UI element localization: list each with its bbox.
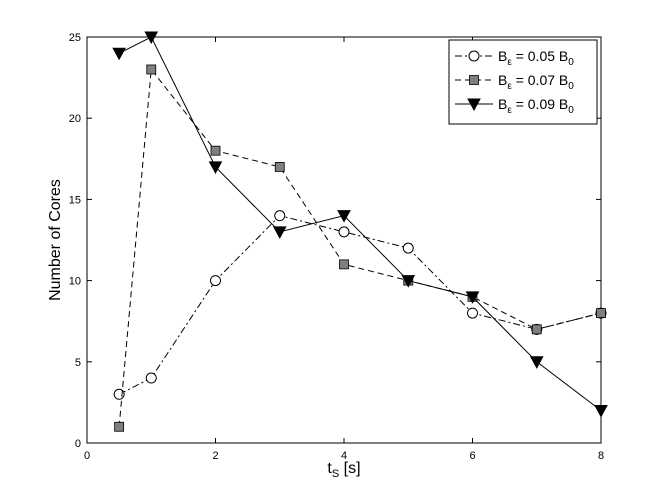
- legend-label-part: 0: [568, 105, 574, 116]
- series-1-point: [402, 242, 414, 254]
- series-3-point: [208, 161, 223, 174]
- legend-label-2: Bε = 0.07 B0: [498, 72, 574, 92]
- series-2-point: [339, 259, 349, 270]
- legend-label-1: Bε = 0.05 B0: [498, 48, 574, 68]
- series-3-point: [337, 210, 351, 223]
- legend-label-part: 0: [568, 81, 574, 92]
- series-2-point: [274, 162, 285, 172]
- series-2-point: [210, 145, 221, 156]
- x-tick-label: 0: [84, 450, 90, 462]
- series-layer: [112, 31, 608, 432]
- legend-marker-3: [467, 98, 481, 112]
- y-axis-label: Number of Cores: [47, 179, 64, 301]
- legend-label-3: Bε = 0.09 B0: [498, 96, 574, 116]
- legend-label-part: B: [498, 48, 507, 64]
- legend-label-part: B: [498, 72, 507, 88]
- x-axis-label-unit: [s]: [339, 460, 360, 477]
- x-tick-label: 6: [469, 450, 475, 462]
- series-3-point: [401, 275, 416, 288]
- y-tick-label: 20: [69, 113, 81, 125]
- y-tick-label: 25: [69, 32, 81, 44]
- series-3-point: [112, 47, 126, 61]
- series-3-point: [465, 291, 480, 304]
- series-3-point: [272, 226, 287, 239]
- legend-label-part: = 0.07 B: [512, 72, 568, 88]
- series-2-point: [114, 421, 125, 432]
- series-3: [112, 31, 608, 418]
- series-1-point: [467, 307, 478, 319]
- x-axis-label-sub: S: [332, 468, 339, 480]
- series-2-point: [596, 308, 606, 318]
- series-2-point: [531, 324, 542, 335]
- x-tick-label: 2: [212, 450, 218, 462]
- legend-label-part: 0: [568, 57, 574, 68]
- series-3-point: [529, 356, 544, 369]
- y-tick-label: 5: [75, 357, 81, 369]
- series-2-point: [146, 64, 157, 75]
- x-axis-label-main: t: [327, 460, 332, 477]
- series-1-point: [338, 226, 350, 238]
- x-axis-label: tS [s]: [327, 460, 360, 480]
- series-3-point: [594, 405, 608, 418]
- legend-label-part: = 0.05 B: [512, 48, 568, 64]
- legend-label-part: ε: [507, 105, 512, 116]
- series-1-point: [113, 388, 125, 400]
- y-tick-label: 10: [69, 276, 81, 288]
- x-tick-label: 4: [341, 450, 347, 462]
- legend-label-part: ε: [507, 57, 512, 68]
- y-tick-label: 15: [69, 194, 81, 206]
- legend-label-part: B: [498, 96, 507, 112]
- series-3-point: [144, 31, 159, 45]
- legend-label-part: ε: [507, 81, 512, 92]
- series-1-point: [210, 275, 221, 287]
- legend-label-part: = 0.09 B: [512, 96, 568, 112]
- legend-marker-2: [469, 75, 479, 85]
- legend-marker-1: [468, 50, 480, 62]
- x-tick-label: 8: [598, 450, 604, 462]
- axis-ticks: 0 2 4 6 8 0 5 10 15 20 25: [69, 32, 604, 462]
- series-1-point: [145, 372, 157, 384]
- series-1-point: [274, 210, 286, 222]
- y-tick-label: 0: [75, 438, 81, 450]
